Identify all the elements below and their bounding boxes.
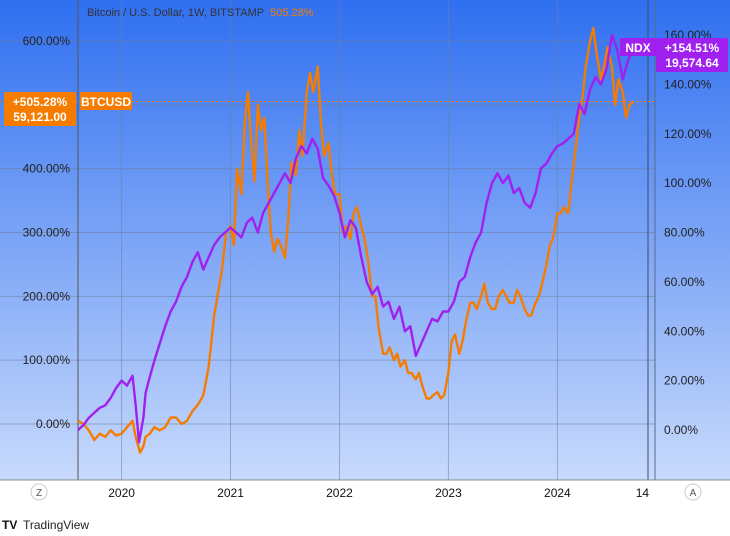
right-axis-tick: 0.00% <box>664 423 698 437</box>
time-axis-tick: 2020 <box>108 486 135 500</box>
chart-title-text: Bitcoin / U.S. Dollar, 1W, BITSTAMP <box>87 7 264 19</box>
scale-button-label: A <box>690 488 697 499</box>
ndx-name-tag <box>620 38 656 56</box>
chart-title: Bitcoin / U.S. Dollar, 1W, BITSTAMP 505.2… <box>87 7 314 19</box>
btc-label[interactable]: +505.28% 59,121.00 BTCUSD <box>4 92 132 126</box>
time-axis[interactable]: 2020 2021 2022 2023 2024 14 <box>108 486 649 500</box>
time-axis-bar[interactable] <box>0 480 730 508</box>
left-axis-tick: 600.00% <box>23 34 71 48</box>
left-axis-tick: 300.00% <box>23 226 71 240</box>
right-axis-tick: 20.00% <box>664 374 705 388</box>
ndx-label-value: +154.51% <box>665 41 720 55</box>
time-axis-tick: 14 <box>636 486 650 500</box>
btcusd-line[interactable] <box>77 27 635 454</box>
right-axis-tick: 40.00% <box>664 324 705 338</box>
left-axis-tick: 0.00% <box>36 417 70 431</box>
tradingview-brand-text: TradingView <box>23 518 89 532</box>
time-axis-tick: 2021 <box>217 486 244 500</box>
btc-label-box <box>4 92 76 126</box>
tradingview-logo-icon: TV <box>2 518 17 532</box>
ndx-line[interactable] <box>77 33 635 444</box>
scale-button-circle <box>684 483 702 501</box>
right-axis-tick: 140.00% <box>664 77 712 91</box>
auto-scale-button[interactable]: A <box>684 483 702 501</box>
right-axis-tick: 120.00% <box>664 127 712 141</box>
zoom-button-label: Z <box>36 488 42 499</box>
btc-label-value: +505.28% <box>13 95 68 109</box>
btc-name-tag <box>80 92 132 110</box>
right-axis-panel[interactable] <box>655 0 730 480</box>
left-axis-tick: 100.00% <box>23 353 71 367</box>
right-axis-tick: 100.00% <box>664 176 712 190</box>
time-axis-tick: 2024 <box>544 486 571 500</box>
zoom-button-circle <box>30 483 48 501</box>
time-axis-tick: 2022 <box>326 486 353 500</box>
right-axis[interactable]: 160.00%140.00%120.00%100.00%80.00%60.00%… <box>664 28 712 437</box>
right-axis-tick: 80.00% <box>664 226 705 240</box>
ndx-label-box <box>656 38 728 72</box>
series-layer <box>77 27 635 454</box>
ndx-label[interactable]: NDX +154.51% 19,574.64 <box>620 38 728 72</box>
btc-name-text: BTCUSD <box>81 95 131 109</box>
chart-title-change: 505.28% <box>270 7 314 19</box>
ndx-label-price: 19,574.64 <box>665 56 719 70</box>
right-axis-tick: 60.00% <box>664 275 705 289</box>
grid <box>0 0 655 480</box>
ndx-name-text: NDX <box>625 41 650 55</box>
btc-label-price: 59,121.00 <box>13 110 67 124</box>
tradingview-logo[interactable]: TV TradingView <box>2 518 89 532</box>
auto-zoom-button[interactable]: Z <box>30 483 48 501</box>
time-axis-tick: 2023 <box>435 486 462 500</box>
left-axis-tick: 200.00% <box>23 289 71 303</box>
left-axis-tick: 400.00% <box>23 162 71 176</box>
